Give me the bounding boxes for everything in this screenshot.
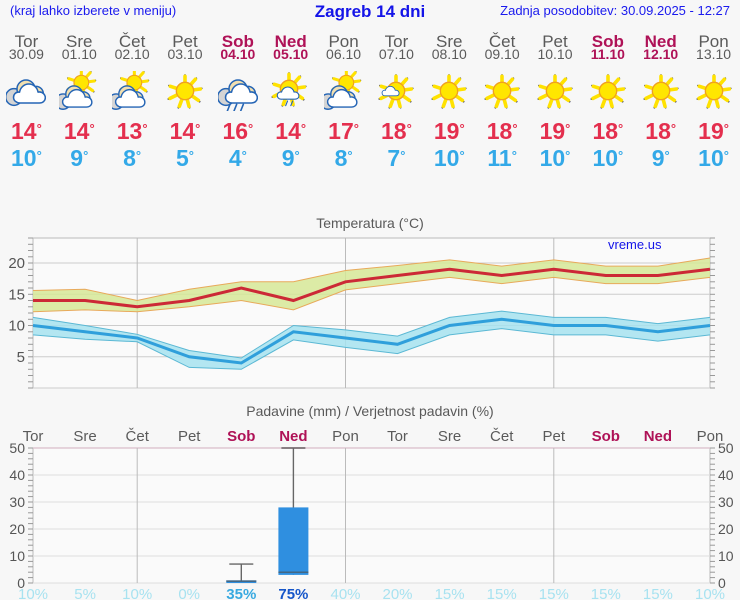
svg-text:Tor: Tor	[23, 428, 44, 445]
svg-text:Sob: Sob	[592, 428, 620, 445]
svg-text:20%: 20%	[382, 586, 412, 600]
svg-text:15%: 15%	[591, 586, 621, 600]
svg-text:Čet: Čet	[490, 428, 514, 445]
svg-text:50: 50	[718, 440, 734, 456]
svg-text:20: 20	[8, 255, 25, 272]
svg-text:5: 5	[17, 349, 25, 366]
svg-text:10: 10	[9, 548, 25, 564]
svg-text:5%: 5%	[74, 586, 96, 600]
svg-text:Sre: Sre	[73, 428, 96, 445]
svg-text:Pon: Pon	[332, 428, 359, 445]
svg-text:40: 40	[718, 467, 734, 483]
svg-text:Sob: Sob	[227, 428, 255, 445]
svg-text:15: 15	[8, 286, 25, 303]
svg-text:Ned: Ned	[644, 428, 672, 445]
svg-text:10%: 10%	[122, 586, 152, 600]
svg-text:vreme.us: vreme.us	[608, 237, 662, 252]
svg-text:Padavine (mm) / Verjetnost pad: Padavine (mm) / Verjetnost padavin (%)	[246, 403, 493, 419]
svg-text:Ned: Ned	[279, 428, 307, 445]
svg-text:0%: 0%	[178, 586, 200, 600]
svg-text:40%: 40%	[330, 586, 360, 600]
svg-text:40: 40	[9, 467, 25, 483]
svg-text:75%: 75%	[278, 586, 308, 600]
svg-text:20: 20	[9, 521, 25, 537]
svg-text:Temperatura (°C): Temperatura (°C)	[316, 215, 424, 231]
svg-text:Tor: Tor	[387, 428, 408, 445]
svg-text:20: 20	[718, 521, 734, 537]
svg-text:35%: 35%	[226, 586, 256, 600]
svg-text:10%: 10%	[695, 586, 725, 600]
svg-text:15%: 15%	[435, 586, 465, 600]
svg-text:Pet: Pet	[178, 428, 201, 445]
svg-text:10: 10	[718, 548, 734, 564]
svg-text:15%: 15%	[643, 586, 673, 600]
svg-text:Pet: Pet	[543, 428, 566, 445]
svg-text:10: 10	[8, 318, 25, 335]
svg-text:50: 50	[9, 440, 25, 456]
svg-text:Čet: Čet	[126, 428, 150, 445]
svg-text:10%: 10%	[18, 586, 48, 600]
svg-text:30: 30	[718, 494, 734, 510]
svg-text:15%: 15%	[487, 586, 517, 600]
svg-text:30: 30	[9, 494, 25, 510]
svg-text:15%: 15%	[539, 586, 569, 600]
svg-text:Sre: Sre	[438, 428, 461, 445]
